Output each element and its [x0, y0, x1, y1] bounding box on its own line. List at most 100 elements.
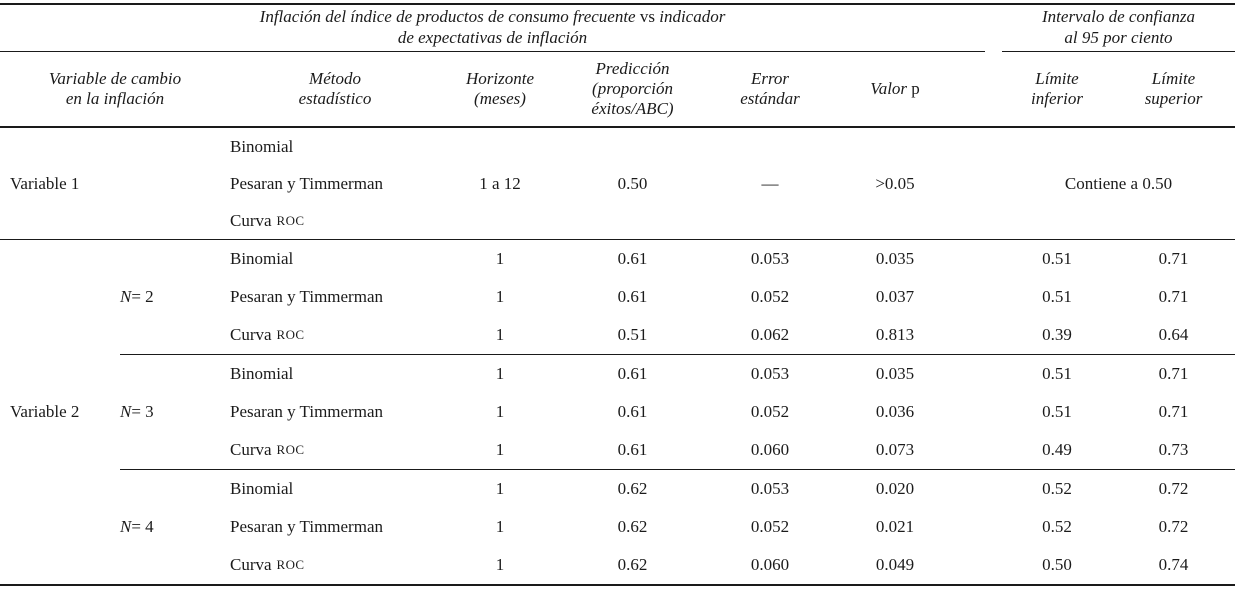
lim-sup-cell: 0.64 [1158, 325, 1189, 344]
vs-label: vs [639, 7, 655, 27]
col-header-prediccion: Predicción (proporción éxitos/ABC) [591, 58, 674, 119]
valor-p-cell: 0.073 [875, 440, 915, 459]
ci-title-line1: Intervalo de confianza [1042, 7, 1195, 27]
bottom-rule [0, 584, 1235, 586]
valor-p-cell: 0.035 [875, 364, 915, 383]
section-rule [0, 239, 1235, 240]
metodo-cell: Curva ROC [230, 555, 305, 574]
lim-inf-cell: 0.51 [1042, 249, 1072, 268]
horizonte-cell: 1 a 12 [479, 173, 521, 193]
horizonte-cell: 1 [495, 364, 505, 383]
lim-sup-cell: 0.73 [1158, 440, 1189, 459]
variable-label: Variable 1 [10, 173, 80, 193]
n-label: N = 3 [120, 402, 154, 421]
horizonte-cell: 1 [495, 479, 505, 498]
lim-sup-cell: 0.71 [1158, 364, 1189, 383]
group-rule [120, 469, 1235, 470]
variable-label: Variable 2 [10, 402, 80, 421]
table-row: Curva ROC 1 0.61 0.060 0.073 0.49 0.73 [0, 431, 1235, 469]
table-row: Binomial [0, 128, 1235, 165]
horizonte-cell: 1 [495, 517, 505, 536]
error-cell: 0.060 [750, 440, 790, 459]
metodo-cell: Curva ROC [230, 440, 305, 459]
horizonte-cell: 1 [495, 440, 505, 459]
confidence-span-header: Intervalo de confianza al 95 por ciento [1002, 5, 1235, 52]
column-header-row: Variable de cambio en la inflación Métod… [0, 52, 1235, 126]
valor-p-cell: 0.036 [875, 402, 915, 421]
error-cell: 0.062 [750, 325, 790, 344]
table-row: N = 2 Pesaran y Timmerman 1 0.61 0.052 0… [0, 278, 1235, 316]
col-header-limite-inferior: Límite inferior [1031, 68, 1083, 108]
valor-p-cell: 0.020 [875, 479, 915, 498]
valor-p-cell: 0.021 [875, 517, 915, 536]
metodo-cell: Curva ROC [230, 210, 305, 230]
lim-sup-cell: 0.71 [1158, 402, 1189, 421]
spanning-header-band: Inflación del índice de productos de con… [0, 5, 1235, 52]
metodo-cell: Binomial [230, 249, 294, 268]
lim-inf-cell: 0.49 [1042, 440, 1072, 459]
error-cell: 0.052 [750, 517, 790, 536]
col-header-horizonte: Horizonte (meses) [466, 68, 534, 108]
table-row: Variable 1 Pesaran y Timmerman 1 a 12 0.… [0, 165, 1235, 202]
error-cell: 0.052 [750, 402, 790, 421]
horizonte-cell: 1 [495, 555, 505, 574]
error-cell: 0.053 [750, 479, 790, 498]
metodo-cell: Pesaran y Timmerman [230, 287, 383, 306]
group-rule [120, 354, 1235, 355]
prediccion-cell: 0.51 [617, 325, 648, 344]
prediccion-cell: 0.61 [617, 287, 648, 306]
prediccion-cell: 0.61 [617, 249, 648, 268]
lim-inf-cell: 0.52 [1042, 517, 1072, 536]
header-rule [0, 126, 1235, 128]
error-cell: 0.052 [750, 287, 790, 306]
valor-p-cell: 0.035 [875, 249, 915, 268]
variable2-n3-block: Binomial 1 0.61 0.053 0.035 0.51 0.71 Va… [0, 355, 1235, 469]
metodo-cell: Pesaran y Timmerman [230, 173, 383, 193]
col-header-error: Error estándar [740, 68, 800, 108]
lim-sup-cell: 0.72 [1158, 479, 1189, 498]
error-cell: 0.060 [750, 555, 790, 574]
metodo-cell: Binomial [230, 136, 294, 156]
lim-inf-cell: 0.51 [1042, 402, 1072, 421]
n-label: N = 2 [120, 287, 154, 306]
span-gap [985, 5, 1002, 52]
table-row: Variable 2 N = 3 Pesaran y Timmerman 1 0… [0, 393, 1235, 431]
lim-inf-cell: 0.52 [1042, 479, 1072, 498]
metodo-cell: Binomial [230, 364, 294, 383]
lim-inf-cell: 0.51 [1042, 364, 1072, 383]
lim-inf-cell: 0.50 [1042, 555, 1072, 574]
main-span-title-line2: de expectativas de inflación [397, 28, 588, 47]
variable2-n2-block: Binomial 1 0.61 0.053 0.035 0.51 0.71 N … [0, 240, 1235, 354]
table-row: Binomial 1 0.61 0.053 0.035 0.51 0.71 [0, 240, 1235, 278]
lim-sup-cell: 0.71 [1158, 249, 1189, 268]
prediccion-cell: 0.62 [617, 517, 648, 536]
valor-p-cell: 0.049 [875, 555, 915, 574]
horizonte-cell: 1 [495, 249, 505, 268]
valor-p-cell: >0.05 [875, 173, 915, 193]
main-span-header: Inflación del índice de productos de con… [0, 5, 985, 52]
metodo-cell: Curva ROC [230, 325, 305, 344]
lim-sup-cell: 0.71 [1158, 287, 1189, 306]
prediccion-cell: 0.62 [617, 555, 648, 574]
valor-p-cell: 0.813 [875, 325, 915, 344]
prediccion-cell: 0.61 [617, 402, 648, 421]
horizonte-cell: 1 [495, 287, 505, 306]
col-header-variable: Variable de cambio en la inflación [48, 68, 182, 108]
main-span-title-line1: Inflación del índice de productos de con… [259, 7, 726, 27]
lim-inf-cell: 0.51 [1042, 287, 1072, 306]
prediccion-cell: 0.61 [617, 440, 648, 459]
error-cell: 0.053 [750, 364, 790, 383]
lim-sup-cell: 0.72 [1158, 517, 1189, 536]
horizonte-cell: 1 [495, 402, 505, 421]
variable1-block: Binomial Variable 1 Pesaran y Timmerman … [0, 128, 1235, 239]
metodo-cell: Binomial [230, 479, 294, 498]
intervalo-span-cell: Contiene a 0.50 [1064, 173, 1173, 193]
table-row: N = 4 Pesaran y Timmerman 1 0.62 0.052 0… [0, 508, 1235, 546]
prediccion-cell: 0.61 [617, 364, 648, 383]
variable2-n4-block: Binomial 1 0.62 0.053 0.020 0.52 0.72 N … [0, 470, 1235, 584]
horizonte-cell: 1 [495, 325, 505, 344]
table-row: Binomial 1 0.62 0.053 0.020 0.52 0.72 [0, 470, 1235, 508]
valor-p-cell: 0.037 [875, 287, 915, 306]
lim-inf-cell: 0.39 [1042, 325, 1072, 344]
